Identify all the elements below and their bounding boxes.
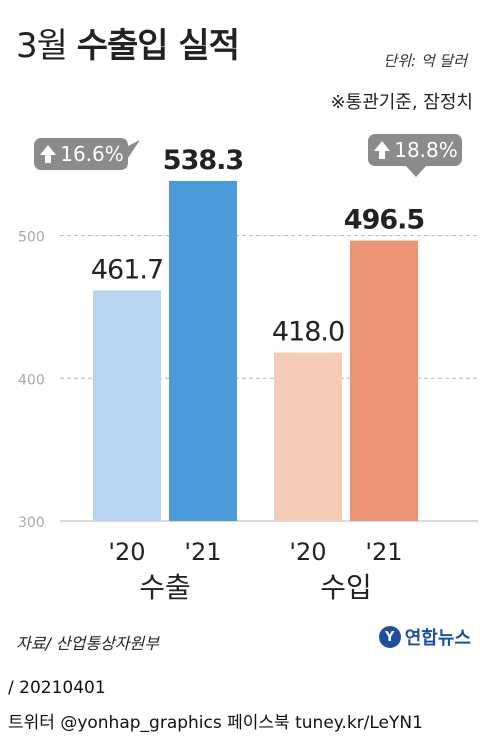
change-badge-1 — [368, 134, 462, 166]
bar-1-0 — [274, 352, 342, 521]
bar-chart: 300 400 500 461.7 '20 538.3 '21 수출 16.6% 418.0 '20… — [18, 134, 478, 604]
change-badge-tail-1 — [406, 166, 426, 177]
title-month: 3월 — [16, 26, 68, 66]
change-label-0: 16.6% — [60, 142, 124, 166]
change-badge-tail-0 — [128, 140, 140, 158]
group-label-1: 수입 — [320, 571, 372, 604]
value-label-0-0: 461.7 — [91, 254, 163, 285]
y-tick-400: 400 — [18, 372, 45, 388]
value-label-1-1: 496.5 — [344, 205, 424, 236]
group-label-0: 수출 — [139, 571, 191, 604]
change-label-1: 18.8% — [394, 138, 458, 162]
chart-title: 3월 수출입 실적 — [16, 18, 240, 67]
up-arrow-icon — [374, 141, 390, 159]
y-tick-500: 500 — [18, 230, 45, 246]
source-label: 자료/ 산업통상자원부 — [16, 634, 159, 653]
up-arrow-icon — [40, 145, 56, 163]
x-tick-1-0: '20 — [289, 538, 326, 566]
social-links: 트위터 @yonhap_graphics 페이스북 tuney.kr/LeYN1 — [8, 713, 423, 733]
infographic-card: 3월 수출입 실적 단위: 억 달러 ※통관기준, 잠정치 300 400 500 4… — [16, 18, 478, 653]
x-tick-0-1: '21 — [184, 538, 221, 566]
value-label-0-1: 538.3 — [163, 145, 243, 176]
publish-date: / 20210401 — [8, 678, 106, 698]
bar-0-1 — [169, 180, 237, 521]
bar-1-1 — [350, 240, 418, 521]
yonhap-logo: Y 연합뉴스 — [378, 624, 471, 650]
unit-label: 단위: 억 달러 — [383, 52, 467, 70]
yonhap-logo-text: 연합뉴스 — [404, 628, 471, 649]
yonhap-logo-icon: Y — [378, 626, 401, 648]
bar-0-0 — [93, 290, 161, 521]
y-tick-300: 300 — [18, 515, 45, 531]
title-main: 수출입 실적 — [76, 26, 240, 66]
x-tick-1-1: '21 — [365, 538, 402, 566]
value-label-1-0: 418.0 — [272, 317, 344, 348]
basis-note: ※통관기준, 잠정치 — [330, 92, 473, 113]
x-tick-0-0: '20 — [108, 538, 145, 566]
change-badge-0 — [34, 138, 128, 170]
